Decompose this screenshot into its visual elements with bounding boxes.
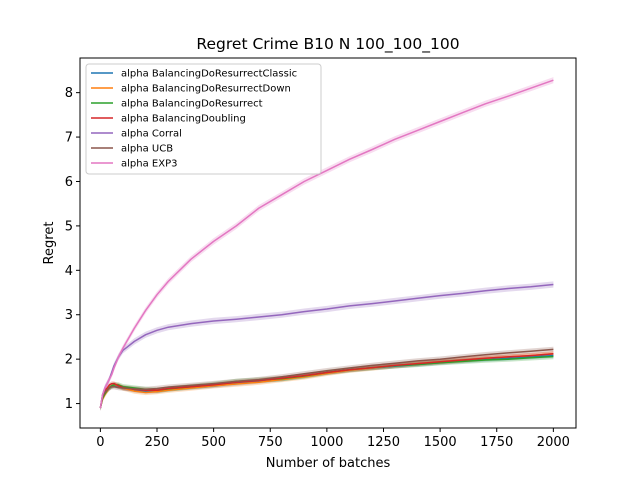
- legend: alpha BalancingDoResurrectClassic alpha B…: [85, 63, 322, 175]
- y-tick-label-2: 3: [65, 308, 73, 323]
- y-axis-ticks: 1 2 3 4 5 6 7 8: [65, 86, 80, 412]
- x-tick-label-8: 2000: [537, 435, 570, 450]
- x-tick-label-2: 500: [201, 435, 226, 450]
- x-tick-label-3: 750: [258, 435, 283, 450]
- y-tick-label-6: 7: [65, 131, 73, 146]
- y-tick-label-3: 4: [65, 264, 73, 279]
- legend-label-1: alpha BalancingDoResurrectDown: [121, 84, 291, 95]
- y-tick-label-1: 2: [65, 353, 73, 368]
- series-line-6: [99, 79, 554, 409]
- legend-label-3: alpha BalancingDoubling: [121, 114, 246, 125]
- series-lines: [99, 79, 554, 409]
- x-tick-label-5: 1250: [367, 435, 400, 450]
- x-tick-label-0: 0: [96, 435, 104, 450]
- x-axis-ticks: 0 250 500 750 1000 1250 1500 1750 2000: [96, 428, 570, 450]
- y-tick-label-0: 1: [65, 397, 73, 412]
- x-tick-label-6: 1500: [424, 435, 457, 450]
- plot-frame: [79, 57, 577, 429]
- series-line-3: [99, 353, 554, 409]
- chart-title: Regret Crime B10 N 100_100_100: [196, 35, 459, 54]
- legend-box: [85, 63, 322, 175]
- y-axis-label: Regret: [42, 222, 57, 265]
- legend-label-6: alpha EXP3: [121, 159, 177, 170]
- y-tick-label-5: 6: [65, 175, 73, 190]
- x-tick-label-4: 1000: [310, 435, 343, 450]
- series-band-4: [100, 281, 554, 412]
- x-axis-label: Number of batches: [266, 456, 391, 471]
- y-tick-label-7: 8: [65, 86, 73, 101]
- y-tick-label-4: 5: [65, 219, 73, 234]
- legend-label-2: alpha BalancingDoResurrect: [121, 99, 263, 110]
- x-tick-label-1: 250: [145, 435, 170, 450]
- series-line-5: [99, 348, 554, 409]
- legend-label-0: alpha BalancingDoResurrectClassic: [121, 69, 297, 80]
- x-tick-label-7: 1750: [480, 435, 513, 450]
- legend-label-5: alpha UCB: [121, 144, 173, 155]
- legend-label-4: alpha Corral: [121, 129, 182, 140]
